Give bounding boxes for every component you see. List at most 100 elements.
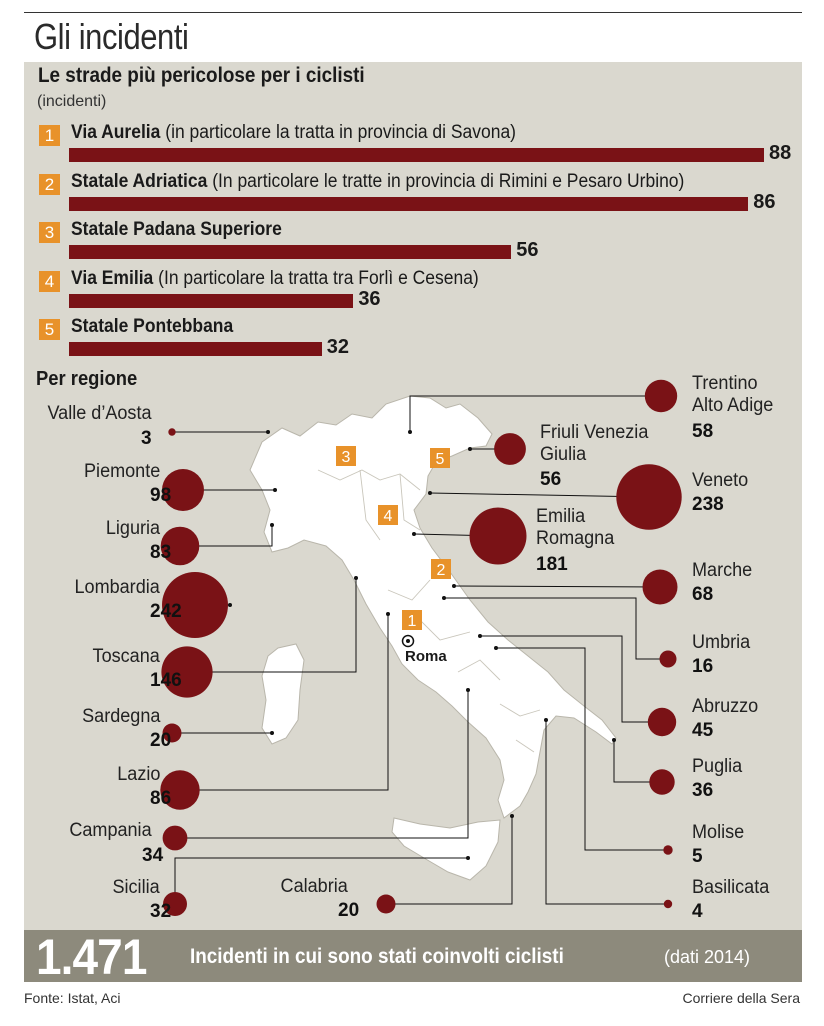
road-value-3: 56 (516, 239, 539, 261)
region-name-sicilia: Sicilia (112, 877, 160, 898)
leader-umbria (444, 597, 668, 660)
svg-text:2: 2 (437, 562, 446, 579)
road-bar-3 (69, 245, 512, 259)
bar-chart-title: Le strade più pericolose per i ciclisti (38, 64, 365, 87)
region-value-puglia: 36 (692, 780, 714, 801)
credit-note: Corriere della Sera (682, 990, 801, 1006)
leader-marche (453, 585, 661, 588)
region-name-calabria: Calabria (280, 876, 348, 897)
region-name-toscana: Toscana (92, 646, 160, 667)
region-value-abruzzo: 45 (692, 720, 714, 741)
region-name-umbria: Umbria (692, 632, 751, 653)
road-detail: (in particolare la tratta in provincia d… (160, 122, 517, 143)
bubble-marche (642, 569, 678, 605)
road-marker-1: 1 (402, 610, 422, 630)
anchor-campania (466, 688, 470, 692)
bubble-trentino-alto-adige (644, 379, 678, 413)
road-rank-5: 5 (39, 319, 60, 340)
road-label-2: Statale Adriatica (In particolare le tra… (71, 171, 684, 193)
anchor-piemonte (273, 488, 277, 492)
road-marker-2: 2 (431, 559, 451, 579)
region-value-liguria: 83 (150, 542, 172, 563)
svg-text:1: 1 (408, 613, 417, 630)
anchor-friuli-venezia-giulia (468, 447, 472, 451)
region-name-friuli-venezia-giulia: Friuli Venezia Giulia (540, 422, 649, 465)
region-bubbles (160, 379, 682, 916)
road-marker-5: 5 (430, 448, 450, 468)
bubble-lazio (160, 770, 200, 810)
region-value-valle-d-aosta: 3 (141, 428, 152, 449)
region-name-lombardia: Lombardia (74, 577, 160, 598)
bubble-basilicata (663, 899, 673, 909)
top-rule (24, 12, 802, 13)
bar-chart-unit: (incidenti) (37, 93, 107, 110)
italy-map-shape (249, 395, 617, 881)
road-rank-3: 3 (39, 222, 60, 243)
road-name: Via Emilia (71, 267, 154, 289)
region-name-molise: Molise (692, 822, 745, 843)
region-value-marche: 68 (692, 584, 714, 605)
road-label-4: Via Emilia (In particolare la tratta tra… (71, 268, 479, 290)
road-rank-4: 4 (39, 270, 60, 292)
anchor-lombardia (228, 603, 232, 607)
leader-puglia (613, 740, 662, 783)
anchor-liguria (270, 523, 274, 527)
anchor-valle-d-aosta (266, 430, 270, 434)
total-label: Incidenti in cui sono stati coinvolti ci… (190, 945, 564, 968)
leader-abruzzo (480, 635, 662, 723)
road-name: Via Aurelia (71, 122, 161, 143)
leader-toscana (187, 578, 357, 673)
bubble-abruzzo (647, 707, 677, 737)
region-name-campania: Campania (69, 820, 152, 841)
region-name-lazio: Lazio (116, 764, 160, 785)
road-name: Statale Pontebbana (71, 316, 234, 337)
road-label-5: Statale Pontebbana (71, 316, 233, 338)
region-value-veneto: 238 (692, 494, 724, 515)
bubble-valle-d-aosta (168, 428, 176, 436)
leader-liguria (180, 525, 273, 547)
road-marker-3: 3 (336, 446, 356, 466)
anchor-trentino-alto-adige (408, 430, 412, 434)
region-name-puglia: Puglia (692, 756, 743, 777)
road-bar-1 (69, 148, 764, 162)
anchor-lazio (386, 612, 390, 616)
region-value-calabria: 20 (338, 900, 360, 921)
region-name-sardegna: Sardegna (81, 706, 160, 727)
leader-lazio (180, 614, 389, 791)
capital-marker (401, 634, 415, 648)
total-band (24, 930, 802, 982)
leader-calabria (386, 816, 513, 905)
region-value-toscana: 146 (150, 670, 182, 691)
leader-sicilia (174, 857, 468, 904)
anchor-abruzzo (478, 634, 482, 638)
capital-label: Roma (405, 648, 447, 665)
anchor-calabria (510, 814, 514, 818)
road-detail: (In particolare la tratta tra Forlì e Ce… (153, 267, 479, 289)
total-note: (dati 2014) (664, 947, 751, 967)
leader-veneto (429, 492, 650, 498)
sicily-shape (391, 817, 501, 881)
road-label-1: Via Aurelia (in particolare la tratta in… (71, 122, 516, 144)
bubble-veneto (616, 464, 682, 530)
bubble-puglia (649, 769, 675, 795)
anchor-molise (494, 646, 498, 650)
road-value-2: 86 (753, 190, 776, 213)
bubble-emilia-romagna (469, 507, 527, 565)
road-label-3: Statale Padana Superiore (71, 219, 282, 241)
anchor-basilicata (544, 718, 548, 722)
region-name-abruzzo: Abruzzo (692, 696, 759, 717)
region-value-lazio: 86 (150, 788, 172, 809)
anchor-veneto (428, 491, 432, 495)
bubble-calabria (376, 894, 396, 914)
region-name-marche: Marche (692, 560, 753, 581)
region-value-emilia-romagna: 181 (536, 554, 568, 575)
region-value-friuli-venezia-giulia: 56 (540, 469, 562, 490)
bubble-umbria (659, 650, 677, 668)
svg-text:3: 3 (342, 449, 351, 466)
region-value-basilicata: 4 (692, 901, 703, 922)
region-value-umbria: 16 (692, 656, 714, 677)
region-name-basilicata: Basilicata (692, 877, 770, 898)
region-name-veneto: Veneto (692, 470, 749, 491)
region-section-title: Per regione (36, 368, 138, 390)
road-value-5: 32 (326, 336, 349, 358)
